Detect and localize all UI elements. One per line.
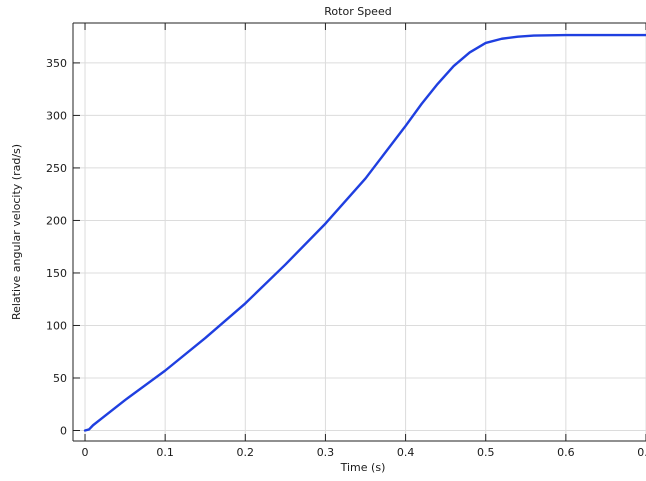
- x-axis-label: Time (s): [340, 461, 386, 474]
- x-tick-label: 0.3: [317, 446, 335, 459]
- x-tick-label: 0.1: [156, 446, 174, 459]
- y-tick-label: 150: [46, 267, 67, 280]
- x-tick-label: 0.2: [237, 446, 255, 459]
- y-tick-label: 200: [46, 214, 67, 227]
- y-tick-label: 50: [53, 372, 67, 385]
- chart-title: Rotor Speed: [324, 5, 391, 18]
- y-tick-label: 100: [46, 319, 67, 332]
- y-tick-label: 250: [46, 162, 67, 175]
- series-layer: [83, 33, 646, 432]
- y-tick-label: 350: [46, 57, 67, 70]
- grid: [73, 23, 646, 441]
- x-tick-label: 0.6: [557, 446, 575, 459]
- y-tick-label: 300: [46, 109, 67, 122]
- axes: [72, 22, 646, 442]
- y-axis-label: Relative angular velocity (rad/s): [10, 144, 23, 320]
- y-tick-label: 0: [60, 424, 67, 437]
- x-tick-label: 0.4: [397, 446, 415, 459]
- x-tick-label: 0.7: [637, 446, 646, 459]
- series-line: [83, 33, 646, 432]
- x-tick-label: 0.5: [477, 446, 495, 459]
- ticks: 0 0.1 0.2 0.3 0.4 0.5 0.6 0.7 0 50 100 150 200 250 300…: [46, 23, 646, 459]
- x-tick-label: 0: [82, 446, 89, 459]
